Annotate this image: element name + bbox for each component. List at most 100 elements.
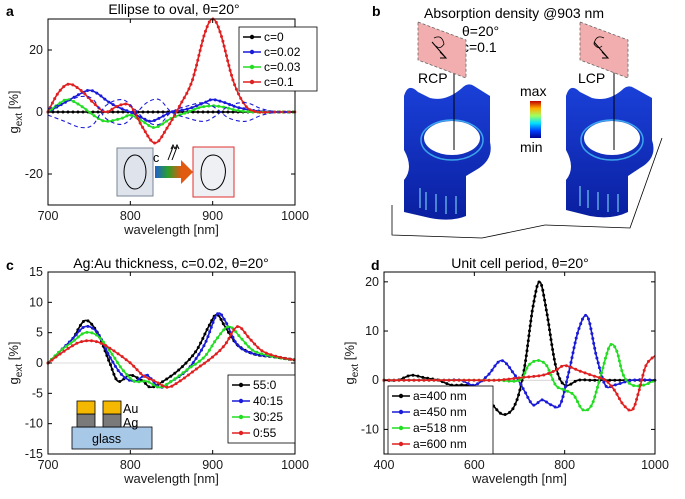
series-point-2 [156,125,160,128]
series-point-3 [462,378,466,382]
series-point-0 [211,110,215,114]
series-point-3 [198,364,202,368]
series-point-3 [119,103,123,107]
series-point-3 [236,325,239,329]
series-point-3 [578,369,582,373]
x-tick-label: 1000 [281,209,309,223]
series-point-3 [273,110,277,114]
series-point-3 [457,378,461,382]
legend-marker [238,398,244,404]
series-point-1 [549,403,553,407]
series-point-3 [229,332,233,336]
colorbar-min-label: min [520,139,543,155]
series-point-1 [587,317,590,321]
series-line-4 [47,99,296,129]
series-point-1 [595,356,599,360]
series-point-2 [541,360,545,364]
series-point-0 [416,374,420,378]
series-point-1 [577,327,581,330]
series-point-1 [202,344,206,348]
series-point-3 [239,96,243,100]
series-point-1 [597,366,601,370]
series-point-3 [633,402,637,406]
series-point-0 [147,385,151,389]
series-point-2 [627,381,631,385]
series-point-3 [569,365,573,369]
double-arrow-heads [170,143,180,150]
series-point-3 [560,364,564,368]
series-point-1 [86,89,89,92]
series-point-0 [118,380,122,383]
series-point-3 [223,49,227,53]
series-point-3 [402,378,406,382]
y-tick-label: 0 [36,105,43,119]
series-point-0 [553,362,557,366]
series-point-3 [124,358,128,362]
series-point-2 [621,373,625,377]
y-axis-label: gext [%] [6,342,25,385]
series-point-1 [157,116,161,120]
series-point-2 [606,347,610,351]
series-point-0 [81,110,85,114]
series-point-3 [165,385,169,389]
series-point-0 [544,303,547,307]
series-point-0 [515,398,519,402]
series-point-0 [530,309,534,313]
series-point-3 [620,401,624,405]
series-point-0 [540,283,544,287]
series-point-1 [77,329,81,333]
series-point-0 [205,328,209,331]
series-point-3 [85,339,88,343]
series-point-3 [177,104,181,108]
series-point-2 [207,348,211,352]
legend-entry: a=518 nm [413,421,467,435]
series-point-3 [207,358,210,362]
series-point-1 [120,107,124,111]
ellipse-box [116,147,154,197]
x-tick-label: 700 [38,458,59,472]
series-point-0 [112,372,116,376]
series-point-2 [601,366,605,370]
series-point-3 [174,382,178,386]
series-point-3 [178,379,182,383]
series-point-3 [201,39,205,43]
series-point-2 [137,380,141,384]
series-point-3 [152,379,156,383]
panel-c-chart: c Ag:Au thickness, c=0.02, θ=20° 700 800 900… [6,255,309,486]
gradient-arrow-body [155,166,181,178]
series-point-2 [113,356,117,360]
series-point-0 [508,410,512,414]
series-point-2 [84,108,88,112]
series-point-3 [187,87,191,91]
series-point-3 [477,378,481,382]
series-point-2 [545,364,549,368]
panel-b-theta: θ=20° [462,23,499,39]
series-point-2 [549,373,553,377]
series-point-2 [177,374,181,378]
series-point-3 [190,370,194,374]
series-point-3 [207,20,211,24]
series-point-3 [233,83,237,87]
series-point-0 [495,408,499,412]
series-point-0 [573,379,577,383]
floor-outline-right [544,137,663,229]
series-point-0 [206,110,210,114]
legend-marker [249,79,255,85]
ellipse-to-oval-inset: c [116,143,235,198]
series-point-0 [191,354,195,358]
slab-rcp-glow [420,119,484,161]
series-point-0 [527,334,531,338]
series-point-3 [583,371,587,375]
series-point-3 [71,344,74,348]
legend-marker [398,441,404,447]
ag-layer-left [76,413,96,428]
series-point-1 [76,93,80,97]
series-point-2 [169,380,173,384]
y-tick-label: 5 [36,326,43,340]
series-point-3 [53,97,57,101]
glass-label: glass [92,432,121,446]
y-tick-label: -20 [25,167,43,181]
series-point-0 [528,324,532,328]
series-point-2 [593,395,597,399]
series-point-0 [513,402,517,406]
